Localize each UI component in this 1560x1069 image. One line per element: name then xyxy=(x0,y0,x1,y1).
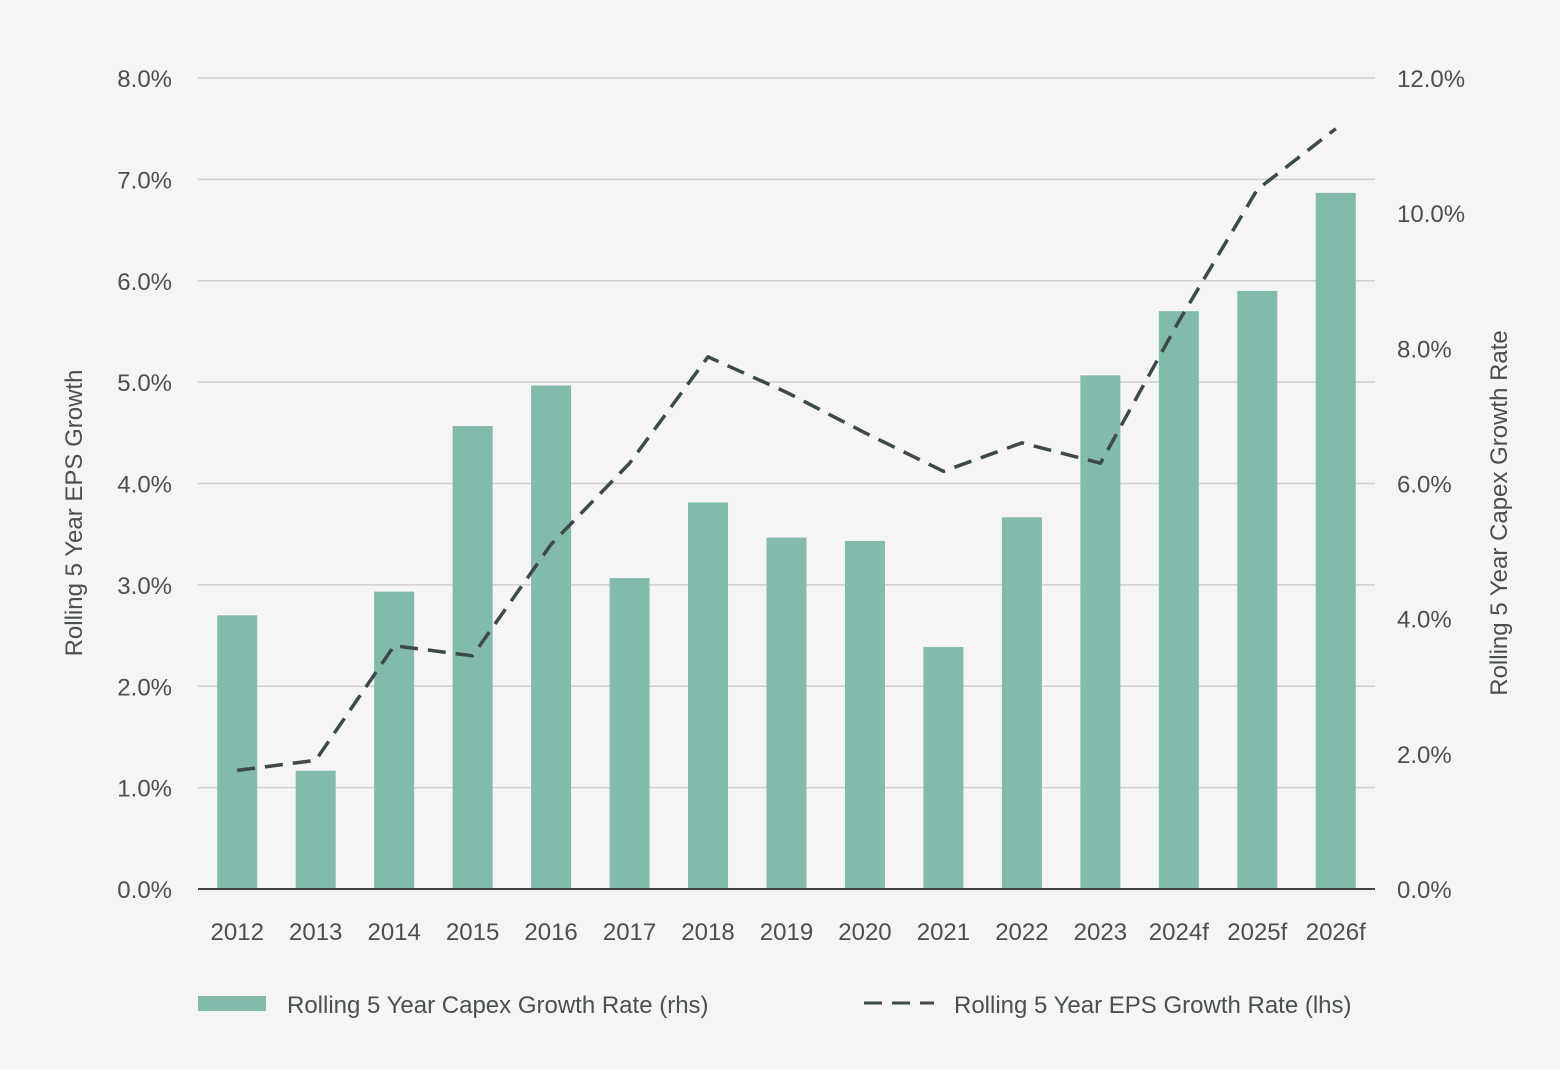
right-tick-label: 8.0% xyxy=(1397,336,1452,363)
x-tick-label: 2023 xyxy=(1074,919,1127,946)
eps-growth-line xyxy=(236,127,1337,773)
capex-bar xyxy=(1158,311,1199,890)
x-tick-label: 2015 xyxy=(446,919,499,946)
legend: Rolling 5 Year Capex Growth Rate (rhs) R… xyxy=(198,992,1352,1019)
right-tick-label: 0.0% xyxy=(1397,877,1452,904)
legend-label-capex: Rolling 5 Year Capex Growth Rate (rhs) xyxy=(287,992,709,1019)
capex-bar xyxy=(295,770,336,889)
x-tick-label: 2013 xyxy=(289,919,342,946)
axes: 0.0% 1.0% 2.0% 3.0% 4.0% 5.0% 6.0% 7.0% 8.0% 0.0%… xyxy=(117,66,1465,946)
x-tick-label: 2025f xyxy=(1227,919,1287,946)
left-axis-title: Rolling 5 Year EPS Growth xyxy=(61,370,88,657)
capex-bar xyxy=(688,502,729,889)
left-tick-label: 4.0% xyxy=(117,472,172,499)
x-tick-label: 2016 xyxy=(524,919,577,946)
capex-bar xyxy=(844,540,885,889)
capex-bar xyxy=(766,537,807,889)
capex-bar xyxy=(1315,192,1356,889)
x-tick-label: 2019 xyxy=(760,919,813,946)
capex-bar xyxy=(374,591,415,889)
left-tick-label: 8.0% xyxy=(117,66,172,93)
left-tick-label: 2.0% xyxy=(117,674,172,701)
x-tick-label: 2018 xyxy=(681,919,734,946)
left-tick-label: 7.0% xyxy=(117,167,172,194)
x-tick-label: 2021 xyxy=(917,919,970,946)
left-tick-label: 0.0% xyxy=(117,877,172,904)
x-tick-label: 2026f xyxy=(1306,919,1366,946)
left-tick-label: 5.0% xyxy=(117,370,172,397)
x-tick-label: 2020 xyxy=(838,919,891,946)
x-tick-label: 2014 xyxy=(367,919,420,946)
x-tick-label: 2017 xyxy=(603,919,656,946)
legend-label-eps: Rolling 5 Year EPS Growth Rate (lhs) xyxy=(954,992,1352,1019)
right-axis-title: Rolling 5 Year Capex Growth Rate xyxy=(1486,330,1513,696)
capex-bar xyxy=(1001,517,1042,889)
right-tick-label: 2.0% xyxy=(1397,742,1452,769)
eps-line-layer xyxy=(236,127,1337,773)
capex-bars xyxy=(217,192,1356,890)
capex-bar xyxy=(609,578,650,889)
right-tick-label: 12.0% xyxy=(1397,66,1465,93)
capex-bar xyxy=(923,647,964,889)
capex-bar xyxy=(217,615,258,889)
x-tick-label: 2012 xyxy=(211,919,264,946)
left-tick-label: 6.0% xyxy=(117,269,172,296)
left-tick-label: 3.0% xyxy=(117,573,172,600)
legend-swatch-capex xyxy=(198,996,266,1011)
capex-bar xyxy=(531,385,572,889)
x-tick-label: 2024f xyxy=(1149,919,1209,946)
capex-bar xyxy=(1237,290,1278,889)
left-tick-label: 1.0% xyxy=(117,776,172,803)
capex-bar xyxy=(1080,375,1121,889)
x-tick-label: 2022 xyxy=(995,919,1048,946)
right-tick-label: 6.0% xyxy=(1397,472,1452,499)
right-tick-label: 4.0% xyxy=(1397,607,1452,634)
right-tick-label: 10.0% xyxy=(1397,201,1465,228)
